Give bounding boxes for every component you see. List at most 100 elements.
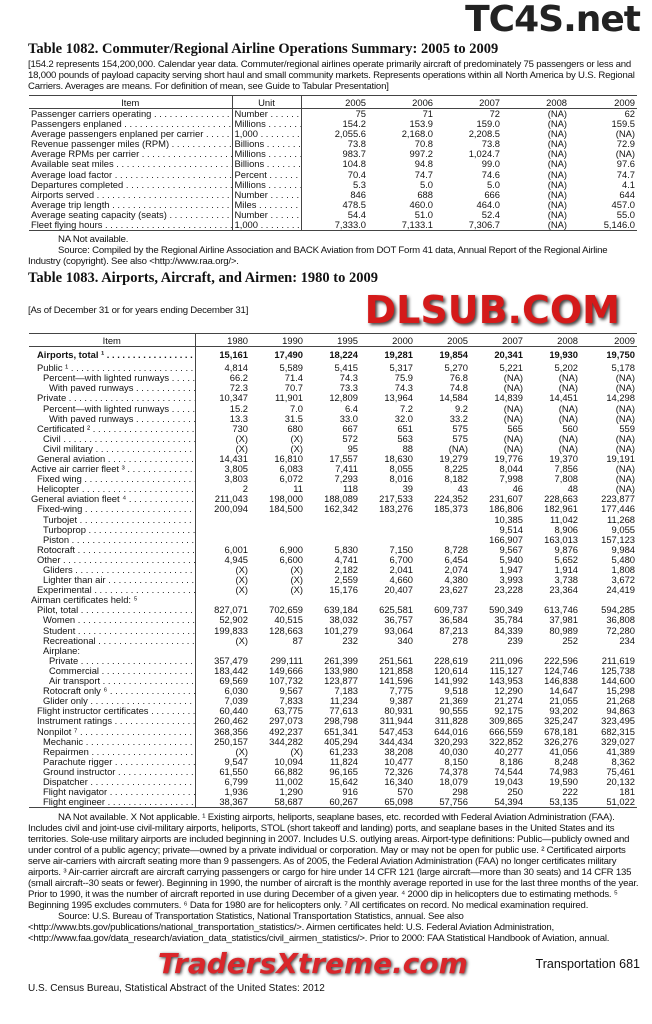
value-cell: 5,652 <box>554 554 578 565</box>
value-cell: 457.0 <box>611 199 635 210</box>
table-row: Rotocraft only ⁶ 6,030 9,567 7,183 7,775 9,51… <box>29 686 637 697</box>
value-cell: 6,799 <box>224 776 248 787</box>
row-label: Glider only <box>29 696 196 707</box>
value-cell: 73.8 <box>347 139 366 150</box>
table-row: Flight engineer38,36758,68760,26765,0985… <box>29 797 637 809</box>
value-cell: 46 <box>512 484 523 495</box>
row-label: Nonpilot ⁷ <box>29 726 196 737</box>
value-cell: 8,225 <box>444 464 468 475</box>
value-cell: 297,073 <box>269 716 303 727</box>
table-1082: Item Unit 2005 2006 2007 2008 2009 Passenger ca… <box>29 95 637 232</box>
value-cell: 74,983 <box>549 766 578 777</box>
table-1083-intro: [As of December 31 or for years ending D… <box>28 304 249 316</box>
value-cell: 75 <box>355 108 366 119</box>
row-label: Dispatcher <box>29 776 196 788</box>
column-header: 2009 <box>580 333 637 348</box>
value-cell: 309,865 <box>489 716 523 727</box>
value-cell <box>415 646 470 656</box>
value-cell <box>525 595 580 605</box>
value-cell: 97.6 <box>616 159 635 170</box>
row-label: Active air carrier fleet ³ <box>29 464 196 475</box>
row-label: Piston <box>29 534 196 545</box>
value-cell: 252 <box>562 635 578 646</box>
column-header: Item <box>29 95 233 109</box>
value-cell: 368,356 <box>214 726 248 737</box>
value-cell: 10,477 <box>384 756 413 767</box>
value-cell: 9,567 <box>499 544 523 555</box>
value-cell: 298,798 <box>324 716 358 727</box>
value-cell <box>415 525 470 535</box>
value-cell: 66,882 <box>274 766 303 777</box>
value-cell: 594,285 <box>601 605 635 616</box>
value-cell: 560 <box>562 423 578 434</box>
value-cell: 6,001 <box>224 544 248 555</box>
value-cell: 11,234 <box>330 696 358 707</box>
value-cell: (NA) <box>615 433 635 444</box>
value-cell: 76.8 <box>449 373 468 384</box>
value-cell: 104.8 <box>342 159 366 170</box>
row-label: Gliders <box>29 565 196 576</box>
value-cell: (NA) <box>615 373 635 384</box>
value-cell: 73.3 <box>339 383 358 394</box>
value-cell: 278 <box>452 635 468 646</box>
table-row: Commercial 183,442 149,666 133,980 121,858 12… <box>29 665 637 677</box>
table-row: Passenger carriers operatingNumber 75 71 72… <box>29 108 637 120</box>
row-label: Flight instructor certificates <box>29 706 196 717</box>
value-cell: 23,627 <box>439 585 468 596</box>
value-cell: 72.9 <box>616 139 635 150</box>
value-cell: 702,659 <box>269 605 303 616</box>
value-cell: 74.7 <box>414 169 433 180</box>
value-cell: 6,700 <box>389 554 413 565</box>
value-cell: 88 <box>402 443 413 454</box>
value-cell: 14,839 <box>494 393 523 404</box>
value-cell: (NA) <box>547 149 567 160</box>
value-cell: 166,907 <box>489 534 523 545</box>
value-cell: 19,930 <box>549 349 578 361</box>
value-cell: 74,544 <box>494 766 523 777</box>
value-cell: 7,808 <box>554 474 578 485</box>
value-cell: 3,738 <box>554 575 578 586</box>
value-cell <box>305 535 360 545</box>
value-cell: 5,589 <box>279 363 303 374</box>
value-cell: 51.0 <box>414 209 433 220</box>
value-cell: 667 <box>342 423 358 434</box>
value-cell: 62 <box>624 108 635 119</box>
row-label: Average trip length <box>29 199 233 210</box>
column-header: 2005 <box>415 333 470 348</box>
row-label: Average RPMs per carrier <box>29 149 233 160</box>
watermark-logo-top: TC4S.net <box>465 0 641 40</box>
table-row: Airports servedNumber 846 688 666 (NA) 644 <box>29 189 637 200</box>
value-cell: 251,561 <box>379 655 413 666</box>
value-cell: 651,341 <box>324 726 358 737</box>
table-row: Glider only 7,039 7,833 11,234 9,387 21,369 21… <box>29 696 637 707</box>
unit-cell: Billions <box>232 139 302 150</box>
value-cell: 250 <box>507 787 523 798</box>
row-label: General aviation fleet ⁴ <box>29 494 196 505</box>
value-cell: 133,980 <box>324 665 358 676</box>
table-row: Percent—with lighted runways 66.2 71.4 74.3… <box>29 373 637 384</box>
value-cell: 52,902 <box>219 615 248 626</box>
table-row: Private 357,479 299,111 261,399 251,561 228,6… <box>29 655 637 666</box>
value-cell: 4,814 <box>224 363 248 374</box>
table-row: Airplane: <box>29 645 637 656</box>
value-cell: 2,041 <box>389 565 413 575</box>
value-cell: 17,557 <box>329 453 358 464</box>
value-cell: 1,947 <box>499 565 523 575</box>
value-cell: 9.2 <box>454 403 468 414</box>
row-label: With paved runways <box>29 383 196 394</box>
row-label: Rotocraft only ⁶ <box>29 686 196 697</box>
value-cell <box>580 646 637 656</box>
value-cell: 52.4 <box>481 209 500 220</box>
value-cell: (NA) <box>615 474 635 485</box>
value-cell: 827,071 <box>214 605 248 616</box>
value-cell: 17,490 <box>274 349 303 361</box>
table-row: Average trip lengthMiles 478.5 460.0 464.0 (… <box>29 199 637 210</box>
value-cell: 559 <box>619 423 635 434</box>
table-row: Flight navigator 1,936 1,290 916 570 298 250 22… <box>29 787 637 798</box>
unit-cell: Millions <box>232 119 302 130</box>
value-cell: 5,940 <box>499 554 523 565</box>
row-label: Turboprop <box>29 524 196 535</box>
value-cell: (NA) <box>503 403 523 414</box>
value-cell: 1,936 <box>224 787 248 798</box>
row-label: Other <box>29 554 196 565</box>
